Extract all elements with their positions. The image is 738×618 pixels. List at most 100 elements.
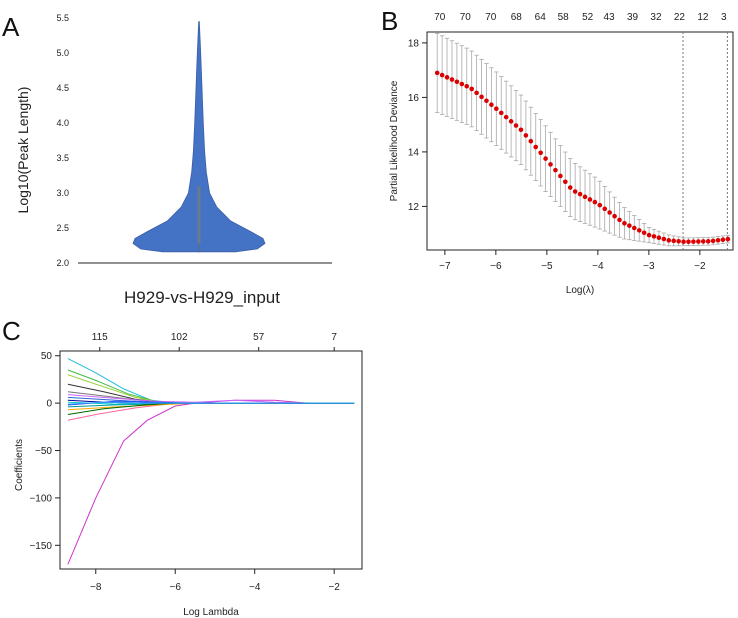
panel-b-top-count: 70 — [460, 12, 472, 23]
cv-deviance-point — [563, 179, 568, 185]
panel-b-top-count: 39 — [627, 12, 639, 23]
panel-a-violin — [132, 21, 266, 253]
panel-a-y-tick-label: 3.0 — [56, 188, 69, 198]
cv-deviance-point — [587, 197, 593, 202]
cv-deviance-point — [597, 202, 603, 208]
cv-deviance-point — [646, 232, 652, 238]
cv-deviance-point — [567, 185, 573, 190]
cv-deviance-point — [715, 238, 721, 243]
cv-deviance-point — [513, 123, 519, 128]
cv-deviance-point — [622, 220, 627, 226]
panel-b-y-tick-label: 18 — [408, 38, 420, 49]
panel-b-plot-frame — [426, 31, 734, 251]
cv-deviance-point — [641, 230, 647, 236]
cv-deviance-point — [538, 150, 543, 156]
panel-c-y-tick-label: −150 — [29, 541, 52, 552]
cv-deviance-point — [607, 210, 612, 215]
panel-b-y-axis-label: Partial Likelihood Deviance — [389, 80, 400, 201]
cv-deviance-point — [498, 110, 504, 116]
cv-deviance-point — [439, 72, 445, 78]
panel-a-violin-plot: 2.0 2.5 3.0 3.5 4.0 4.5 5.0 5.5 Log10(Peak Leng… — [15, 13, 332, 307]
cv-deviance-point — [710, 238, 716, 244]
panel-b-x-ticks: −7 −6 −5 −4 −3 −2 — [439, 250, 706, 272]
panel-b-top-count: 64 — [535, 12, 547, 23]
cv-deviance-point — [577, 191, 583, 197]
panel-b-points — [434, 70, 731, 245]
panel-b-lambda-lines — [682, 32, 728, 250]
panel-b-top-count: 68 — [511, 12, 523, 23]
cv-deviance-point — [602, 206, 608, 212]
panel-a-y-tick-label: 5.0 — [56, 48, 69, 58]
panel-b-x-tick-label: −3 — [643, 261, 655, 272]
panel-c-y-ticks: −150 −100 −50 0 50 — [29, 351, 60, 552]
panel-c-x-axis-label: Log Lambda — [183, 607, 239, 618]
panel-b-x-axis-label: Log(λ) — [566, 285, 594, 296]
panel-b-x-tick-label: −6 — [490, 261, 502, 272]
panel-label-b: B — [381, 6, 398, 36]
cv-deviance-point — [449, 77, 455, 82]
cv-deviance-point — [681, 239, 686, 245]
cv-deviance-point — [489, 102, 494, 108]
panel-b-y-tick-label: 12 — [408, 202, 420, 213]
panel-a-y-tick-label: 4.5 — [56, 83, 69, 93]
panel-b-top-count: 58 — [558, 12, 570, 23]
panel-c-top-count: 115 — [92, 332, 108, 343]
panel-a-y-tick-label: 3.5 — [56, 153, 69, 163]
cv-deviance-point — [548, 162, 553, 167]
cv-deviance-point — [582, 194, 588, 200]
coefficient-path-line — [67, 402, 355, 421]
panel-b-top-count: 70 — [485, 12, 497, 23]
cv-deviance-point — [691, 239, 696, 244]
panel-a-y-ticks: 2.0 2.5 3.0 3.5 4.0 4.5 5.0 5.5 — [56, 13, 69, 268]
cv-deviance-point — [676, 238, 681, 244]
panel-c-coefficient-path-plot: −8 −6 −4 −2 −150 −100 −50 0 50 115 102 57 7 Log La… — [14, 332, 363, 618]
panel-c-top-count: 102 — [171, 332, 188, 343]
cv-deviance-point — [700, 239, 706, 244]
cv-deviance-point — [528, 138, 534, 144]
panel-c-y-tick-label: −50 — [35, 446, 52, 457]
panel-b-x-tick-label: −4 — [592, 261, 604, 272]
panel-c-y-axis-label: Coefficients — [14, 439, 25, 491]
panel-b-top-count: 12 — [697, 12, 709, 23]
panel-a-x-axis-label: H929-vs-H929_input — [124, 288, 280, 307]
coefficient-path-line — [67, 399, 355, 565]
panel-c-y-tick-label: −100 — [29, 493, 52, 504]
cv-deviance-point — [518, 127, 524, 133]
cv-deviance-point — [469, 86, 474, 92]
cv-deviance-point — [474, 90, 479, 96]
violin-inner-box — [197, 186, 201, 244]
panel-c-y-tick-label: 0 — [46, 399, 52, 410]
panel-b-top-count: 70 — [434, 12, 446, 23]
cv-deviance-point — [651, 234, 657, 239]
panel-c-x-tick-label: −4 — [249, 582, 261, 593]
panel-b-top-count: 43 — [604, 12, 616, 23]
panel-c-x-ticks: −8 −6 −4 −2 — [90, 569, 340, 593]
cv-deviance-point — [523, 133, 529, 138]
cv-deviance-point — [612, 213, 617, 219]
panel-b-error-bars — [435, 32, 731, 247]
cv-deviance-point — [454, 79, 460, 85]
panel-c-top-count: 7 — [331, 332, 337, 343]
panel-b-top-counts: 70 70 70 68 64 58 52 43 39 32 22 12 3 — [434, 12, 727, 23]
cv-deviance-point — [720, 237, 726, 243]
panel-c-y-tick-label: 50 — [41, 351, 53, 362]
panel-a-y-axis-label: Log10(Peak Length) — [15, 87, 31, 214]
panel-label-a: A — [2, 12, 20, 42]
panel-a-y-tick-label: 5.5 — [56, 13, 69, 23]
panel-b-x-tick-label: −7 — [439, 261, 451, 272]
cv-deviance-point — [686, 239, 691, 245]
cv-deviance-point — [503, 114, 509, 120]
panel-c-top-count: 57 — [253, 332, 265, 343]
cv-deviance-point — [592, 199, 598, 205]
panel-b-y-tick-label: 14 — [408, 147, 420, 158]
cv-deviance-point — [434, 70, 440, 76]
cv-deviance-point — [631, 225, 637, 231]
cv-deviance-point — [543, 156, 548, 161]
panel-c-coefficient-lines — [67, 358, 355, 565]
cv-deviance-point — [725, 236, 731, 242]
cv-deviance-point — [666, 238, 672, 243]
cv-deviance-point — [627, 223, 632, 228]
panel-b-top-count: 22 — [674, 12, 686, 23]
panel-c-top-counts: 115 102 57 7 — [92, 332, 337, 351]
